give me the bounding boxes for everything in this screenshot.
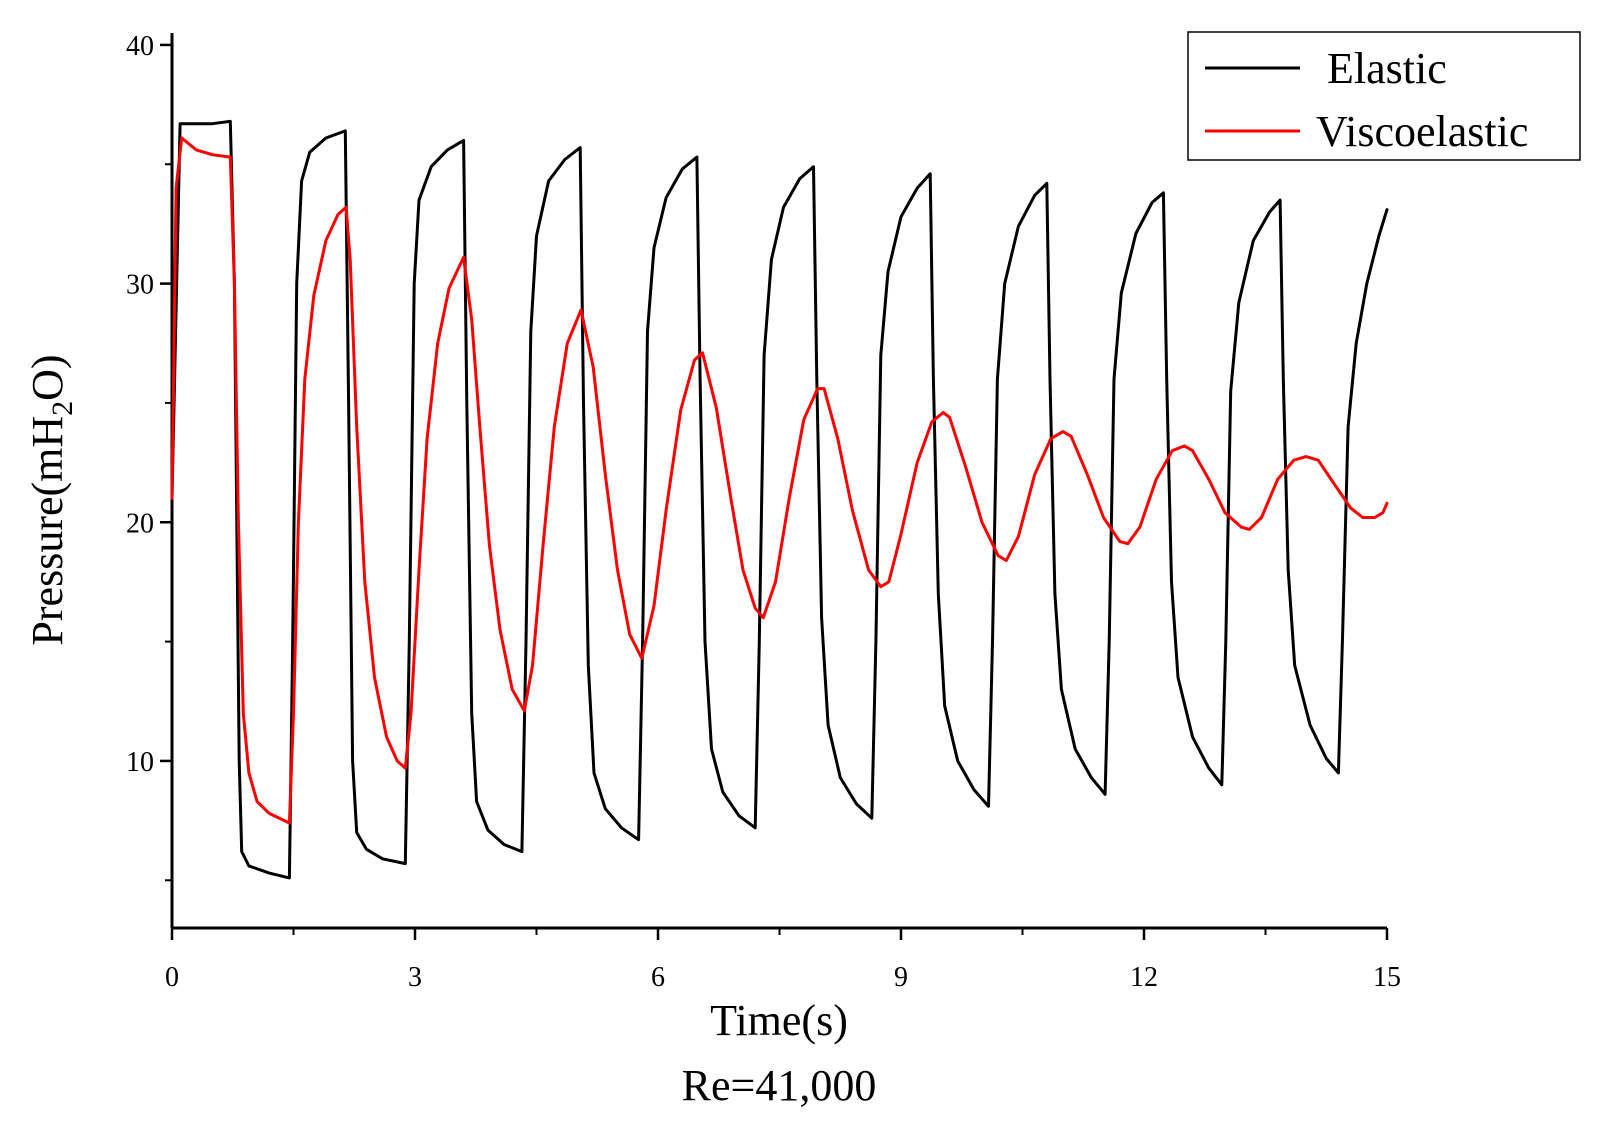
x-tick-label: 3 [408,962,422,993]
y-tick-label: 40 [126,31,154,62]
y-tick-label: 10 [126,747,154,778]
chart-caption: Re=41,000 [682,1061,877,1110]
legend-box [1187,31,1581,161]
y-axis-title-subscript: 2 [46,401,79,416]
x-axis-title: Time(s) [710,996,848,1045]
x-tick-label: 12 [1130,962,1158,993]
legend-label-viscoelastic: Viscoelastic [1316,107,1528,156]
x-tick-label: 9 [894,962,908,993]
ticks: 0 3 6 9 12 15 10 20 30 40 [126,31,1401,993]
x-tick-label: 15 [1373,962,1401,993]
series-layer [170,119,1389,880]
x-tick-label: 6 [651,962,665,993]
y-tick-label: 30 [126,270,154,301]
series-line-viscoelastic [170,136,1389,825]
y-axis-title-end: O) [23,354,72,400]
x-tick-label: 0 [165,962,179,993]
legend-label-elastic: Elastic [1327,44,1447,93]
y-tick-label: 20 [126,508,154,539]
legend: Elastic Viscoelastic [1187,31,1581,161]
y-axis-title-main: Pressure(mH [23,416,72,646]
series-line-elastic [170,119,1389,880]
y-axis-title: Pressure(mH2O) [23,354,79,645]
